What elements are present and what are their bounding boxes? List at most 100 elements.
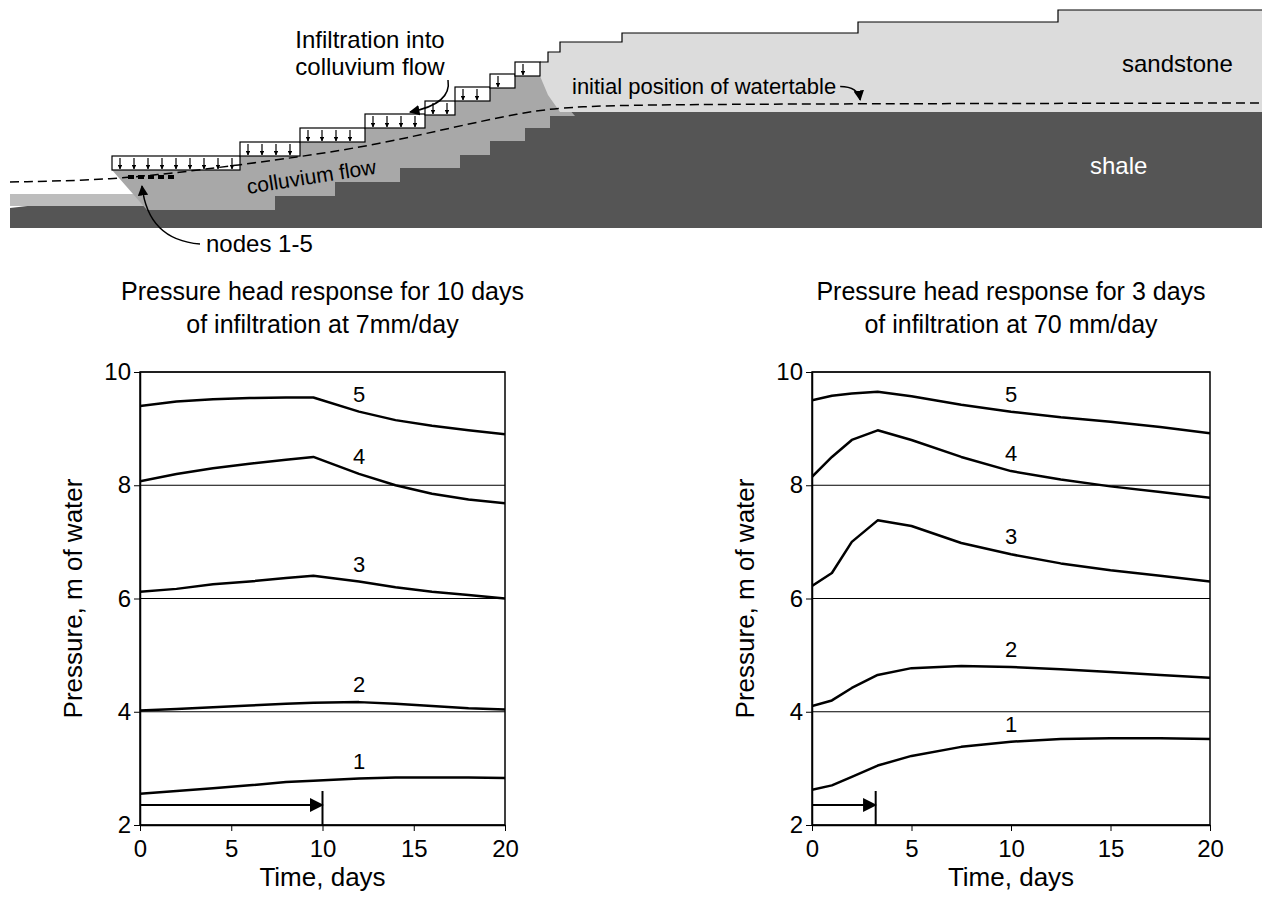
grid-line bbox=[140, 485, 505, 486]
infiltration-arrow bbox=[386, 116, 387, 127]
infiltration-box bbox=[300, 128, 365, 142]
watertable-line bbox=[10, 103, 1262, 182]
y-tick: 4 bbox=[790, 698, 812, 725]
tick-mark bbox=[134, 485, 140, 486]
node bbox=[168, 175, 174, 179]
y-axis-title: Pressure, m of water bbox=[58, 478, 88, 718]
x-axis: 05101520 bbox=[134, 825, 519, 862]
x-tick: 15 bbox=[401, 825, 428, 862]
tick-mark bbox=[1111, 825, 1112, 831]
tick-label: 15 bbox=[401, 835, 428, 862]
x-axis: 05101520 bbox=[806, 825, 1224, 862]
infiltration-period-end bbox=[875, 791, 877, 825]
x-tick: 5 bbox=[905, 825, 918, 862]
x-tick: 20 bbox=[1197, 825, 1224, 862]
colluvium-label: colluvium flow bbox=[245, 155, 379, 198]
y-tick: 10 bbox=[776, 358, 812, 385]
node bbox=[138, 175, 144, 179]
tick-mark bbox=[806, 485, 812, 486]
node bbox=[128, 175, 134, 179]
x-axis-title: Time, days bbox=[259, 862, 385, 892]
series-line bbox=[812, 666, 1210, 706]
infiltration-arrow bbox=[349, 130, 350, 141]
tick-label: 4 bbox=[118, 698, 131, 725]
x-tick: 20 bbox=[492, 825, 519, 862]
infiltration-arrow bbox=[161, 158, 162, 169]
y-tick: 2 bbox=[790, 811, 812, 838]
infiltration-arrow bbox=[189, 158, 190, 169]
figure: Infiltration intocolluvium flowinitial p… bbox=[0, 0, 1262, 905]
tick-mark bbox=[505, 825, 506, 831]
infiltration-arrow bbox=[400, 116, 401, 127]
node bbox=[158, 175, 164, 179]
infiltration-arrow bbox=[414, 116, 415, 127]
infiltration-box bbox=[455, 87, 490, 101]
colluvium-layer bbox=[112, 76, 575, 210]
infiltration-arrow bbox=[522, 64, 523, 75]
infiltration-arrow bbox=[133, 158, 134, 169]
tick-label: 2 bbox=[118, 811, 131, 838]
tick-label: 20 bbox=[1197, 835, 1224, 862]
infiltration-arrow bbox=[335, 130, 336, 141]
infiltration-pointer bbox=[410, 80, 448, 112]
nodes-label: nodes 1-5 bbox=[206, 230, 313, 257]
y-axis: 2 4 6 8 10 bbox=[104, 358, 140, 838]
tick-mark bbox=[414, 825, 415, 831]
tick-label: 10 bbox=[310, 835, 337, 862]
y-tick: 6 bbox=[790, 585, 812, 612]
infiltration-arrow bbox=[497, 76, 498, 87]
tick-label: 2 bbox=[790, 811, 803, 838]
tick-label: 10 bbox=[776, 358, 803, 385]
tick-mark bbox=[134, 372, 140, 373]
infiltration-arrow bbox=[372, 116, 373, 127]
series-label: 1 bbox=[353, 749, 365, 774]
x-tick: 0 bbox=[134, 825, 147, 862]
infiltration-arrow bbox=[476, 89, 477, 100]
node bbox=[148, 175, 154, 179]
tick-label: 15 bbox=[1098, 835, 1125, 862]
chart-title: of infiltration at 7mm/day bbox=[186, 310, 459, 338]
series-label: 2 bbox=[1005, 637, 1017, 662]
infiltration-label-line: colluvium flow bbox=[295, 53, 445, 80]
tick-label: 8 bbox=[118, 471, 131, 498]
tick-mark bbox=[806, 372, 812, 373]
tick-label: 8 bbox=[790, 471, 803, 498]
tick-label: 6 bbox=[118, 585, 131, 612]
grid-line bbox=[812, 598, 1210, 599]
cross-section: Infiltration intocolluvium flowinitial p… bbox=[10, 10, 1262, 257]
y-tick: 4 bbox=[118, 698, 140, 725]
tick-label: 10 bbox=[104, 358, 131, 385]
y-tick: 8 bbox=[790, 471, 812, 498]
colluvium-toe bbox=[10, 194, 150, 206]
series-line bbox=[140, 397, 505, 434]
infiltration-arrow bbox=[462, 89, 463, 100]
x-tick: 15 bbox=[1098, 825, 1125, 862]
infiltration-arrow bbox=[321, 130, 322, 141]
plot-frame bbox=[140, 372, 505, 825]
tick-label: 0 bbox=[806, 835, 819, 862]
infiltration-arrow bbox=[247, 144, 248, 155]
x-tick: 0 bbox=[806, 825, 819, 862]
plot-area bbox=[140, 397, 505, 825]
series-label: 3 bbox=[1005, 524, 1017, 549]
tick-mark bbox=[323, 825, 324, 831]
tick-label: 20 bbox=[492, 835, 519, 862]
infiltration-arrow bbox=[307, 130, 308, 141]
infiltration-arrow bbox=[275, 144, 276, 155]
chart-title: Pressure head response for 10 days bbox=[121, 277, 524, 305]
infiltration-arrow bbox=[147, 158, 148, 169]
tick-label: 0 bbox=[134, 835, 147, 862]
series-label: 5 bbox=[353, 382, 365, 407]
tick-mark bbox=[134, 825, 140, 826]
chart-panel: Pressure head response for 10 days of inf… bbox=[58, 277, 524, 892]
y-axis-title: Pressure, m of water bbox=[730, 478, 760, 718]
tick-mark bbox=[912, 825, 913, 831]
grid-line bbox=[812, 485, 1210, 486]
tick-label: 6 bbox=[790, 585, 803, 612]
y-tick: 2 bbox=[118, 811, 140, 838]
series-line bbox=[140, 576, 505, 599]
infiltration-box bbox=[425, 101, 455, 115]
grid-line bbox=[140, 598, 505, 599]
infiltration-box bbox=[365, 114, 425, 128]
infiltration-arrow bbox=[203, 158, 204, 169]
